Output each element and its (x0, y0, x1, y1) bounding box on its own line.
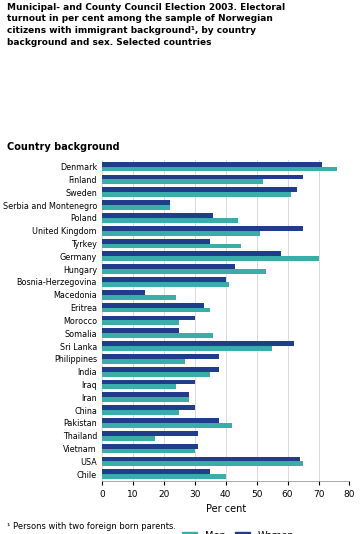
Bar (102, 436, 155, 441)
Bar (102, 354, 219, 359)
Bar (102, 359, 186, 364)
Bar (102, 187, 297, 192)
Bar (102, 461, 303, 466)
Bar (102, 167, 337, 171)
Bar (102, 410, 179, 415)
Text: Municipal- and County Council Election 2003. Electoral
turnout in per cent among: Municipal- and County Council Election 2… (7, 3, 285, 47)
Bar (102, 269, 266, 274)
Bar (102, 244, 241, 248)
Bar (102, 333, 213, 338)
Bar (102, 392, 189, 397)
Bar (102, 192, 291, 197)
Bar (102, 231, 260, 235)
Bar (102, 405, 195, 410)
Bar (102, 341, 294, 346)
Bar (102, 444, 198, 449)
Bar (102, 380, 195, 384)
Legend: Men, Women: Men, Women (178, 527, 298, 534)
Bar (102, 213, 213, 218)
Bar (102, 418, 219, 423)
Bar (102, 449, 195, 453)
Bar (102, 175, 303, 179)
Bar (102, 423, 232, 428)
Bar (102, 384, 176, 389)
Bar (102, 457, 300, 461)
Bar (102, 431, 198, 436)
Bar (102, 218, 238, 223)
Bar (102, 252, 281, 256)
Bar (102, 303, 204, 308)
Bar (102, 328, 179, 333)
Bar (102, 316, 195, 320)
Bar (102, 469, 210, 474)
Bar (102, 200, 170, 205)
Bar (102, 205, 170, 210)
Bar (102, 264, 235, 269)
Bar (102, 372, 210, 376)
Bar (102, 179, 263, 184)
Bar (102, 277, 226, 282)
Bar (102, 239, 210, 244)
Text: Country background: Country background (7, 142, 120, 152)
Text: ¹ Persons with two foreign born parents.: ¹ Persons with two foreign born parents. (7, 522, 176, 531)
Bar (102, 367, 219, 372)
Bar (102, 474, 226, 479)
Bar (102, 282, 229, 287)
Bar (102, 346, 272, 351)
X-axis label: Per cent: Per cent (206, 504, 246, 514)
Bar (102, 290, 145, 295)
Bar (102, 308, 210, 312)
Bar (102, 256, 318, 261)
Bar (102, 320, 179, 325)
Bar (102, 162, 322, 167)
Bar (102, 397, 189, 402)
Bar (102, 226, 303, 231)
Bar (102, 295, 176, 300)
